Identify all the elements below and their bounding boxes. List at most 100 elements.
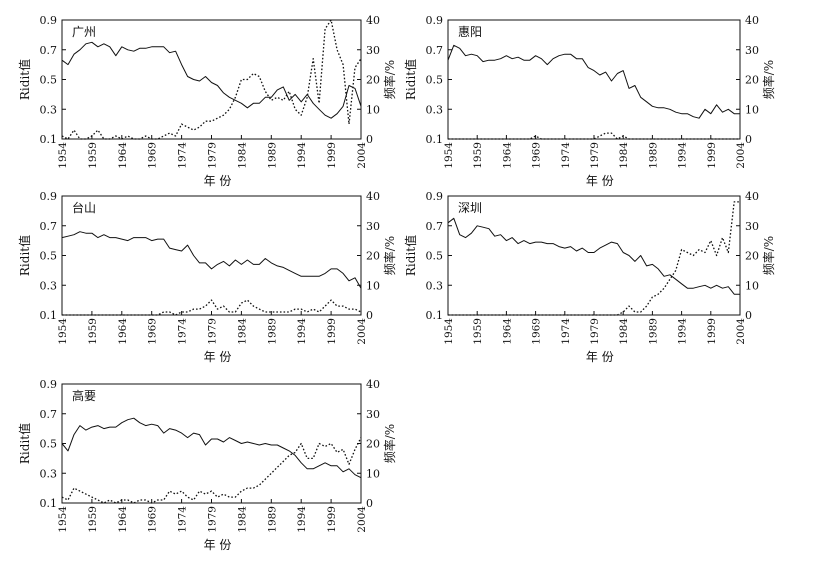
- plot-frame: [61, 383, 362, 504]
- xtick-label: 1964: [501, 318, 513, 345]
- ytick-left-label: 0.1: [40, 497, 58, 510]
- xtick-label: 1979: [589, 142, 601, 169]
- xtick-label: 1974: [177, 142, 189, 169]
- xtick-label: 1964: [117, 506, 129, 533]
- ytick-left-label: 0.1: [40, 309, 58, 322]
- xlabel: 年 份: [204, 174, 232, 188]
- plot-frame: [447, 19, 741, 140]
- ytick-left-label: 0.7: [40, 220, 58, 233]
- xtick-label: 1979: [207, 318, 219, 345]
- xtick-label: 1979: [207, 506, 219, 533]
- panel-title: 广州: [72, 25, 96, 39]
- xtick-label: 1999: [326, 506, 338, 533]
- series-ridit-line: [61, 231, 362, 289]
- xtick-label: 1959: [87, 142, 99, 169]
- xtick-label: 1959: [87, 506, 99, 533]
- ytick-left-label: 0.5: [40, 438, 58, 451]
- ytick-right-label: 10: [366, 467, 380, 480]
- ytick-left-label: 0.7: [426, 44, 444, 57]
- ytick-right-label: 40: [366, 378, 380, 391]
- ytick-right-label: 0: [366, 309, 373, 322]
- ytick-left-label: 0.7: [40, 44, 58, 57]
- series-ridit-line: [447, 44, 740, 119]
- ytick-right-label: 10: [745, 103, 759, 116]
- ytick-left-label: 0.5: [40, 250, 58, 263]
- xtick-label: 1959: [472, 142, 484, 169]
- ytick-right-label: 10: [745, 279, 759, 292]
- ytick-left-label: 0.1: [426, 133, 444, 146]
- ytick-right-label: 10: [366, 103, 380, 116]
- series-frequency-line: [61, 437, 362, 504]
- ytick-left-label: 0.5: [426, 250, 444, 263]
- xtick-label: 1994: [677, 142, 689, 169]
- series-ridit-line: [61, 41, 362, 119]
- xtick-label: 1974: [560, 318, 572, 345]
- ylabel-right: 频率/%: [761, 236, 776, 275]
- series-frequency-line: [448, 201, 740, 316]
- xtick-label: 1984: [236, 142, 248, 169]
- chart-panel-0: 0.9 0.7 0.5 0.3 0.1 40 30 20 10 0 1954 1959 1964 1969…: [17, 14, 397, 188]
- series-ridit-line: [447, 217, 740, 295]
- xtick-label: 1989: [266, 142, 278, 169]
- ytick-left-label: 0.9: [40, 14, 58, 27]
- ytick-left-label: 0.1: [40, 133, 58, 146]
- ylabel-left: Ridit值: [17, 59, 32, 100]
- ytick-right-label: 30: [366, 408, 380, 421]
- xtick-label: 1994: [296, 318, 308, 345]
- ylabel-left: Ridit值: [17, 423, 32, 464]
- xlabel: 年 份: [586, 350, 614, 364]
- xtick-label: 1974: [177, 506, 189, 533]
- xtick-label: 1964: [117, 318, 129, 345]
- xtick-label: 1984: [236, 506, 248, 533]
- xtick-label: 1989: [266, 506, 278, 533]
- ytick-left-label: 0.3: [40, 103, 58, 116]
- chart-panel-2: 0.9 0.7 0.5 0.3 0.1 40 30 20 10 0 1954 1959 1964 1969…: [17, 190, 397, 364]
- xtick-label: 2004: [735, 318, 747, 345]
- ytick-left-label: 0.5: [40, 74, 58, 87]
- chart-panel-4: 0.9 0.7 0.5 0.3 0.1 40 30 20 10 0 1954 1959 1964 1969…: [17, 378, 397, 552]
- ytick-left-label: 0.5: [426, 74, 444, 87]
- xtick-label: 1999: [326, 318, 338, 345]
- ytick-right-label: 30: [366, 44, 380, 57]
- ytick-left-label: 0.9: [40, 378, 58, 391]
- ylabel-left: Ridit值: [17, 235, 32, 276]
- ylabel-left: Ridit值: [403, 59, 418, 100]
- plot-frame: [61, 195, 362, 316]
- xtick-label: 1984: [618, 142, 630, 169]
- xtick-label: 1989: [647, 318, 659, 345]
- ylabel-right: 频率/%: [382, 236, 397, 275]
- xtick-label: 1979: [589, 318, 601, 345]
- xtick-label: 1959: [87, 318, 99, 345]
- ytick-right-label: 30: [745, 220, 759, 233]
- xtick-label: 1959: [472, 318, 484, 345]
- ytick-left-label: 0.3: [40, 279, 58, 292]
- ytick-right-label: 20: [745, 250, 759, 263]
- ytick-right-label: 0: [745, 133, 752, 146]
- series-ridit-line: [61, 417, 362, 479]
- ytick-left-label: 0.3: [426, 279, 444, 292]
- plot-frame: [447, 195, 741, 316]
- ylabel-right: 频率/%: [382, 60, 397, 99]
- xlabel: 年 份: [586, 174, 614, 188]
- ytick-left-label: 0.9: [426, 14, 444, 27]
- xtick-label: 1994: [296, 142, 308, 169]
- xtick-label: 1994: [677, 318, 689, 345]
- xtick-label: 1984: [236, 318, 248, 345]
- xtick-label: 1979: [207, 142, 219, 169]
- ytick-right-label: 40: [745, 190, 759, 203]
- panel-title: 高要: [72, 388, 96, 403]
- ytick-left-label: 0.9: [40, 190, 58, 203]
- panel-title: 台山: [72, 200, 96, 215]
- series-frequency-line: [61, 19, 362, 140]
- xtick-label: 1969: [147, 318, 159, 345]
- ytick-left-label: 0.7: [426, 220, 444, 233]
- xtick-label: 1964: [501, 142, 513, 169]
- panel-title: 惠阳: [458, 25, 482, 39]
- xtick-label: 1969: [147, 506, 159, 533]
- xtick-label: 1969: [147, 142, 159, 169]
- xtick-label: 1994: [296, 506, 308, 533]
- ylabel-left: Ridit值: [403, 235, 418, 276]
- panel-title: 深圳: [458, 201, 482, 215]
- xtick-label: 1999: [326, 142, 338, 169]
- ytick-right-label: 20: [366, 250, 380, 263]
